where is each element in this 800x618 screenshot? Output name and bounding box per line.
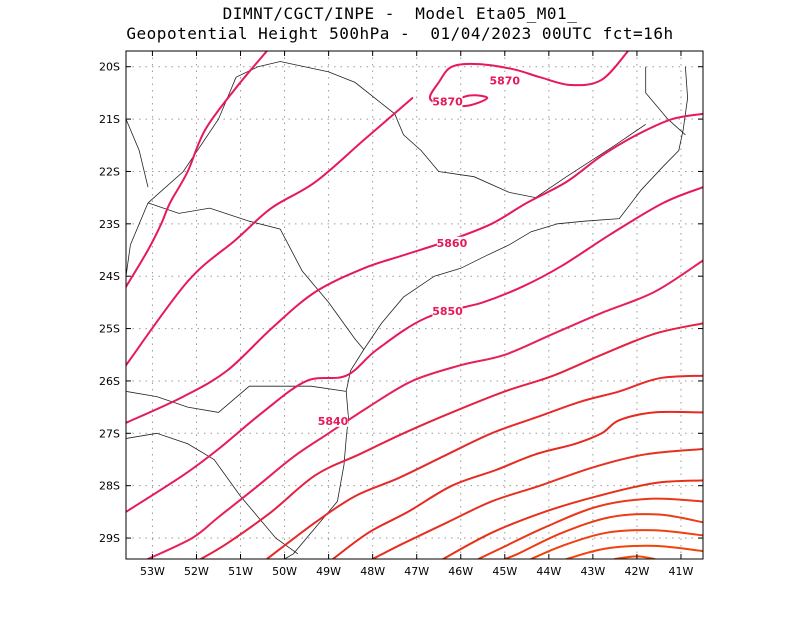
contour-label-bg bbox=[432, 95, 463, 108]
y-tick-label: 27S bbox=[99, 427, 120, 440]
contour-label: 5870 bbox=[489, 74, 520, 87]
x-tick-label: 42W bbox=[624, 565, 649, 578]
contour-5840 bbox=[147, 259, 703, 559]
contour-label: 5850 bbox=[432, 305, 463, 318]
contour-lines bbox=[126, 51, 703, 559]
y-tick-label: 24S bbox=[99, 270, 120, 283]
chart-title-line1: DIMNT/CGCT/INPE - Model Eta05_M01_ bbox=[222, 4, 578, 23]
contour-5860 bbox=[126, 97, 414, 367]
contour-5810 bbox=[332, 410, 703, 559]
contour-5830 bbox=[199, 322, 703, 559]
contour-label: 5860 bbox=[437, 237, 468, 250]
chart-title-line2: Geopotential Height 500hPa - 01/04/2023 … bbox=[126, 24, 674, 43]
state-border bbox=[509, 123, 646, 199]
contour-label-bg bbox=[318, 414, 349, 427]
contour-5820 bbox=[265, 374, 703, 559]
contour-5760 bbox=[530, 529, 703, 559]
contour-label-bg bbox=[432, 304, 463, 317]
contour-5770 bbox=[503, 513, 703, 559]
contour-5750 bbox=[565, 544, 703, 559]
state-border bbox=[645, 66, 686, 136]
y-tick-label: 28S bbox=[99, 480, 120, 493]
state-border bbox=[147, 202, 365, 350]
contour-5870 bbox=[126, 51, 268, 288]
y-tick-label: 20S bbox=[99, 61, 120, 74]
y-tick-label: 22S bbox=[99, 165, 120, 178]
x-tick-label: 49W bbox=[316, 565, 341, 578]
x-tick-label: 50W bbox=[272, 565, 297, 578]
contour-label: 5870 bbox=[432, 95, 463, 108]
contour-5790 bbox=[442, 479, 703, 559]
y-tick-label: 26S bbox=[99, 375, 120, 388]
x-tick-label: 46W bbox=[448, 565, 473, 578]
contour-label-bg bbox=[489, 74, 520, 87]
x-tick-label: 44W bbox=[536, 565, 561, 578]
x-tick-label: 52W bbox=[184, 565, 209, 578]
state-border bbox=[147, 61, 510, 204]
x-tick-label: 47W bbox=[404, 565, 429, 578]
x-tick-label: 53W bbox=[140, 565, 165, 578]
x-tick-label: 45W bbox=[492, 565, 517, 578]
contour-5870 bbox=[428, 51, 630, 108]
contour-5850 bbox=[126, 186, 703, 513]
y-tick-label: 21S bbox=[99, 113, 120, 126]
x-tick-label: 41W bbox=[669, 565, 694, 578]
plot-frame bbox=[125, 50, 704, 560]
state-border bbox=[126, 118, 149, 188]
x-tick-label: 43W bbox=[580, 565, 605, 578]
x-tick-label: 48W bbox=[360, 565, 385, 578]
y-tick-label: 29S bbox=[99, 532, 120, 545]
contour-label-bg bbox=[436, 236, 467, 249]
contour-5780 bbox=[477, 497, 703, 559]
contour-labels: 5870 5870 5860 5850 5840 bbox=[318, 74, 520, 428]
state-border bbox=[126, 385, 347, 413]
contour-label: 5840 bbox=[318, 415, 349, 428]
state-border bbox=[126, 432, 299, 555]
state-border bbox=[126, 202, 149, 277]
contour-5800 bbox=[371, 448, 703, 559]
x-tick-label: 51W bbox=[228, 565, 253, 578]
y-tick-label: 25S bbox=[99, 323, 120, 336]
axis-ticks: 53W 52W 51W 50W 49W 48W 47W 46W 45W 44W 43W 42W 41W 2… bbox=[99, 51, 703, 578]
y-tick-label: 23S bbox=[99, 218, 120, 231]
